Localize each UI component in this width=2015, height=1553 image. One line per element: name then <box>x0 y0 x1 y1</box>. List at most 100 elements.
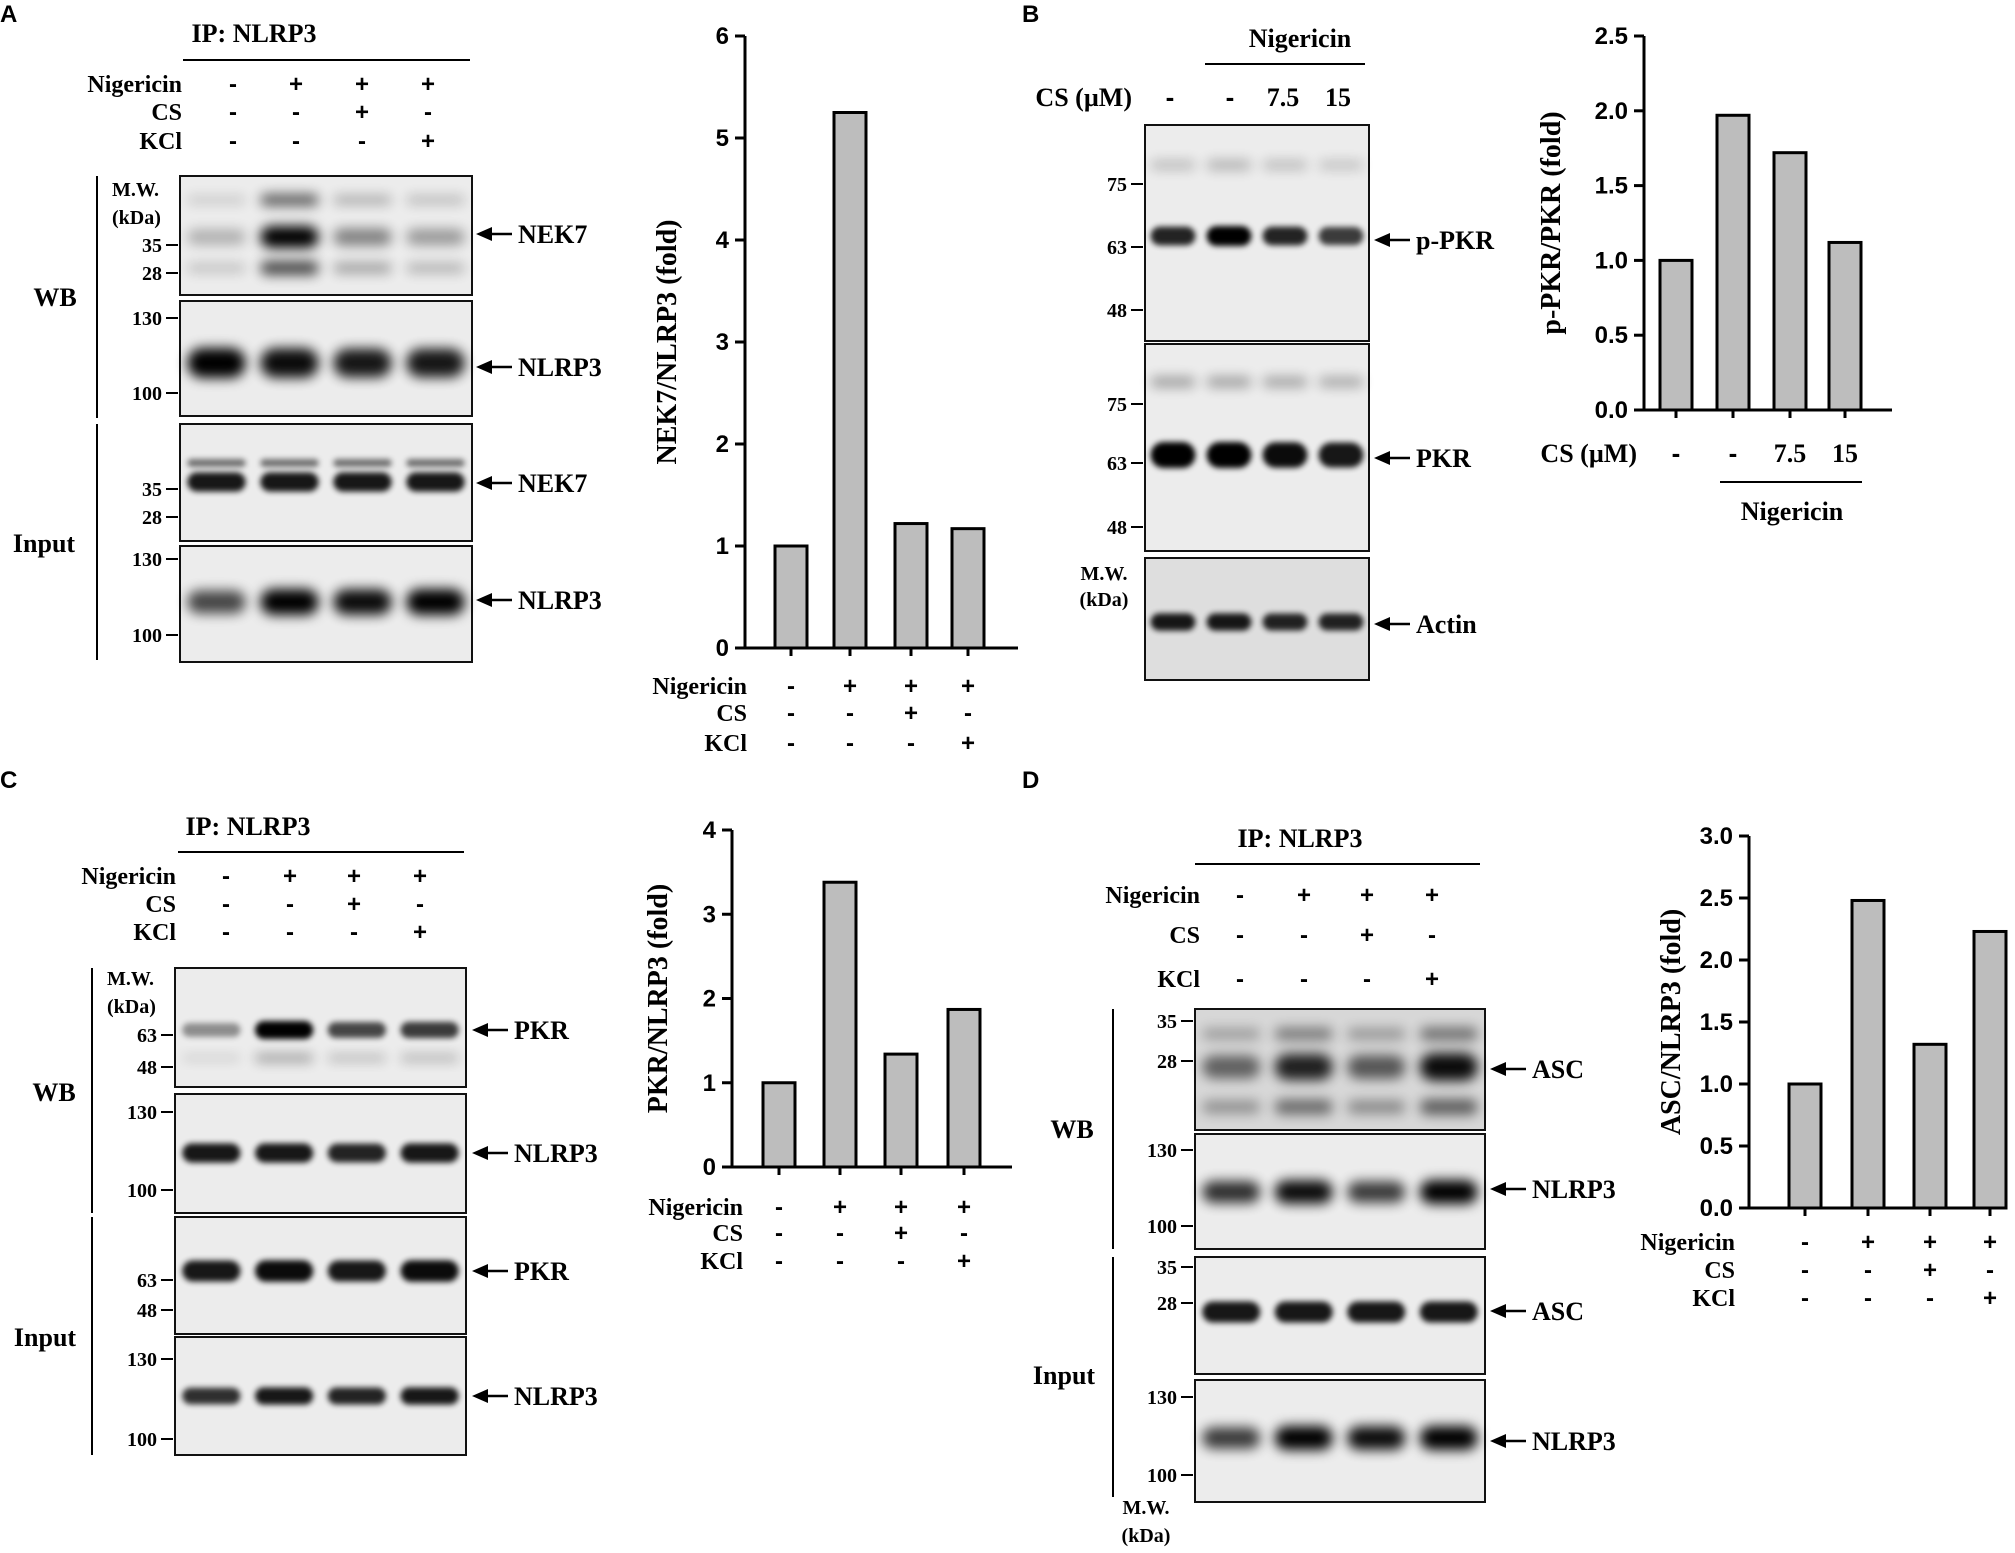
band <box>1150 226 1196 246</box>
bar-3 <box>883 1052 919 1169</box>
band <box>406 589 465 615</box>
treatment-sign: - <box>292 128 300 155</box>
panel-letter-d: D <box>1022 767 1039 794</box>
y-tick-label: 1 <box>716 533 729 560</box>
x-row-sign: + <box>961 730 975 757</box>
arrow-head <box>472 1389 488 1403</box>
x-row-sign: - <box>1864 1285 1872 1312</box>
mw-tick-label: 28 <box>142 507 162 529</box>
band <box>406 459 465 467</box>
band-arrow-label: NLRP3 <box>476 353 602 382</box>
band <box>1262 613 1308 631</box>
treatment-sign: + <box>1425 882 1439 909</box>
x-row-sign: + <box>1983 1229 1997 1256</box>
y-tick-label: 0.5 <box>1700 1133 1733 1160</box>
band-label: NLRP3 <box>518 353 602 382</box>
x-row-sign: + <box>894 1194 908 1221</box>
x-row-sign: - <box>964 700 972 727</box>
band <box>1318 613 1364 631</box>
y-axis-label: p-PKR/PKR (fold) <box>1536 111 1567 334</box>
band <box>1262 226 1308 246</box>
kda-header: (kDa) <box>1122 1525 1171 1547</box>
blot-d-input-nlrp3 <box>1194 1379 1486 1503</box>
band <box>260 226 319 248</box>
band <box>1202 1180 1261 1204</box>
x-row-sign: - <box>897 1248 905 1275</box>
x-row-sign: + <box>1923 1229 1937 1256</box>
band <box>1150 377 1196 387</box>
arrow-head <box>472 1146 488 1160</box>
band <box>255 1260 314 1282</box>
mw-tick-label: 130 <box>127 1102 157 1124</box>
treatment-sign: - <box>1236 882 1244 909</box>
x-row-sign: + <box>833 1194 847 1221</box>
treatment-sign: - <box>350 919 358 946</box>
mw-tick-label: 100 <box>1147 1216 1177 1238</box>
x-row-sign: - <box>1864 1257 1872 1284</box>
band-label: PKR <box>514 1257 569 1286</box>
y-tick-label: 0.5 <box>1595 322 1628 349</box>
blot-a-input-nek7 <box>179 423 473 542</box>
y-tick-label: 5 <box>716 125 729 152</box>
ip-label: IP: NLRP3 <box>1238 824 1363 853</box>
band <box>406 262 465 274</box>
panel-d: D IP: NLRP3 Nigericin - + + + CS - - + - KCl - - - +35 28… <box>1022 767 1616 1547</box>
x-row-sign: + <box>1983 1285 1997 1312</box>
treatment-sign: + <box>1360 922 1374 949</box>
treatment-sign: - <box>416 891 424 918</box>
band <box>1202 1028 1261 1040</box>
treatment-sign: - <box>286 891 294 918</box>
x-row-sign: - <box>1801 1285 1809 1312</box>
band-label: NLRP3 <box>1532 1427 1616 1456</box>
nigericin-label: Nigericin <box>1249 24 1352 53</box>
band-label: NLRP3 <box>514 1382 598 1411</box>
y-tick-label: 2.0 <box>1595 98 1628 125</box>
treatment-sign: - <box>292 99 300 126</box>
band <box>1347 1301 1406 1323</box>
mw-tick-label: 63 <box>137 1025 157 1047</box>
band-label: ASC <box>1532 1297 1584 1326</box>
bar-1 <box>761 1081 797 1169</box>
treatment-sign: - <box>424 99 432 126</box>
treatment-label-kcl: KCl <box>139 129 182 155</box>
arrow-head <box>1490 1304 1506 1318</box>
blot-d-wb-nlrp3 <box>1194 1133 1486 1250</box>
band <box>400 1260 459 1282</box>
x-row-sign: - <box>1986 1257 1994 1284</box>
band-arrow-label: p-PKR <box>1374 226 1494 255</box>
panel-letter-b: B <box>1022 1 1039 28</box>
treatment-sign: - <box>222 891 230 918</box>
arrow-head <box>1490 1182 1506 1196</box>
blot-a-input-nlrp3 <box>179 545 473 663</box>
band <box>1150 442 1196 468</box>
blot-d-input-asc <box>1194 1256 1486 1375</box>
x-row-label: KCl <box>704 731 747 757</box>
bar-2 <box>1850 898 1886 1210</box>
band-arrow-label: NEK7 <box>476 469 587 498</box>
band-arrow-label: NLRP3 <box>1490 1427 1616 1456</box>
treatment-label-kcl: KCl <box>133 920 176 946</box>
x-row-sign: - <box>1926 1285 1934 1312</box>
mw-header: M.W. <box>112 179 159 201</box>
mw-tick-label: 75 <box>1107 174 1127 196</box>
band <box>1318 160 1364 170</box>
band <box>255 1143 314 1163</box>
wb-label: WB <box>33 283 76 312</box>
kda-header: (kDa) <box>1080 589 1129 611</box>
blot-c-input-pkr <box>174 1216 467 1335</box>
band <box>1274 1053 1333 1081</box>
band <box>255 1054 314 1062</box>
band <box>1206 442 1252 468</box>
band <box>1202 1055 1261 1079</box>
band-arrow-label: NLRP3 <box>476 586 602 615</box>
band <box>1419 1099 1478 1115</box>
band <box>1347 1055 1406 1079</box>
band <box>333 472 392 492</box>
x-row-sign: - <box>775 1248 783 1275</box>
band <box>1318 377 1364 387</box>
treatment-label-nigericin: Nigericin <box>87 72 182 98</box>
band <box>1150 613 1196 631</box>
arrow-head <box>476 360 492 374</box>
